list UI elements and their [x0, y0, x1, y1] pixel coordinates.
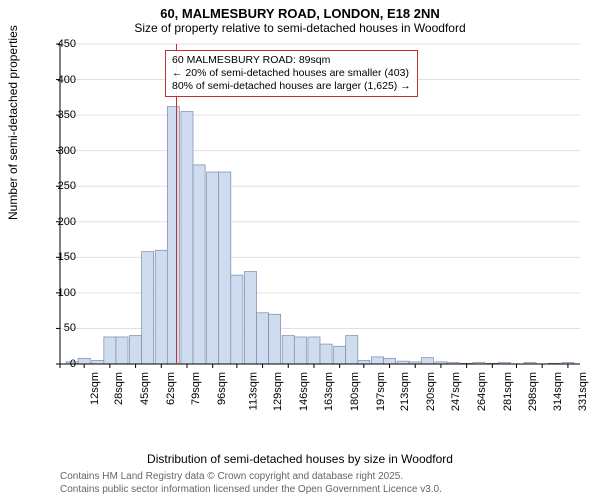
attribution-line1: Contains HM Land Registry data © Crown c… — [60, 471, 442, 484]
chart-area: 60 MALMESBURY ROAD: 89sqm ← 20% of semi-… — [60, 44, 580, 414]
histogram-bar — [78, 358, 90, 364]
x-tick-label: 79sqm — [190, 372, 202, 405]
histogram-bar — [193, 165, 205, 364]
histogram-bar — [219, 172, 231, 364]
x-tick-label: 247sqm — [450, 372, 462, 411]
histogram-bar — [334, 346, 346, 364]
y-tick-label: 450 — [46, 38, 76, 50]
attribution-line2: Contains public sector information licen… — [60, 484, 442, 497]
histogram-bar — [358, 360, 370, 364]
y-tick-label: 150 — [46, 251, 76, 263]
x-tick-label: 331sqm — [577, 372, 589, 411]
y-tick-label: 200 — [46, 216, 76, 228]
chart-title-sub: Size of property relative to semi-detach… — [0, 21, 600, 35]
histogram-bar — [167, 107, 179, 364]
histogram-bar — [207, 172, 219, 364]
histogram-bar — [383, 358, 395, 364]
x-tick-label: 62sqm — [165, 372, 177, 405]
histogram-bar — [231, 275, 243, 364]
x-tick-label: 113sqm — [247, 372, 259, 410]
y-tick-label: 400 — [46, 74, 76, 86]
x-tick-label: 28sqm — [113, 372, 125, 405]
chart-title-main: 60, MALMESBURY ROAD, LONDON, E18 2NN — [0, 6, 600, 21]
y-tick-label: 350 — [46, 109, 76, 121]
x-tick-label: 163sqm — [323, 372, 335, 411]
y-axis-label: Number of semi-detached properties — [6, 25, 20, 220]
histogram-bar — [371, 357, 383, 364]
callout-line3: 80% of semi-detached houses are larger (… — [172, 80, 411, 93]
x-tick-label: 213sqm — [399, 372, 411, 411]
histogram-bar — [320, 344, 332, 364]
y-tick-label: 250 — [46, 180, 76, 192]
histogram-bar — [269, 314, 281, 364]
histogram-bar — [421, 358, 433, 364]
x-tick-label: 45sqm — [139, 372, 151, 405]
x-tick-label: 264sqm — [476, 372, 488, 411]
x-tick-label: 314sqm — [552, 372, 564, 411]
y-tick-label: 100 — [46, 287, 76, 299]
histogram-bar — [294, 337, 306, 364]
callout-box: 60 MALMESBURY ROAD: 89sqm ← 20% of semi-… — [165, 50, 418, 97]
x-tick-label: 129sqm — [272, 372, 284, 411]
y-tick-label: 300 — [46, 145, 76, 157]
x-tick-label: 281sqm — [502, 372, 514, 411]
x-tick-label: 146sqm — [298, 372, 310, 411]
histogram-bar — [142, 252, 154, 364]
histogram-bar — [116, 337, 128, 364]
attribution: Contains HM Land Registry data © Crown c… — [60, 471, 442, 496]
histogram-bar — [104, 337, 116, 364]
histogram-bar — [130, 336, 142, 364]
x-tick-label: 96sqm — [216, 372, 228, 405]
histogram-bar — [244, 272, 256, 364]
callout-line2: ← 20% of semi-detached houses are smalle… — [172, 67, 411, 80]
histogram-plot — [60, 44, 580, 414]
x-tick-label: 197sqm — [375, 372, 387, 411]
x-tick-label: 298sqm — [527, 372, 539, 411]
y-tick-label: 50 — [46, 322, 76, 334]
histogram-bar — [257, 313, 269, 364]
histogram-bar — [346, 336, 358, 364]
histogram-bar — [181, 112, 193, 364]
x-tick-label: 180sqm — [349, 372, 361, 411]
histogram-bar — [155, 250, 167, 364]
histogram-bar — [282, 336, 294, 364]
histogram-bar — [308, 337, 320, 364]
x-tick-label: 12sqm — [89, 372, 101, 405]
histogram-bar — [92, 360, 104, 364]
y-tick-label: 0 — [46, 358, 76, 370]
x-tick-label: 230sqm — [425, 372, 437, 411]
x-axis-label: Distribution of semi-detached houses by … — [0, 452, 600, 466]
callout-line1: 60 MALMESBURY ROAD: 89sqm — [172, 54, 411, 67]
